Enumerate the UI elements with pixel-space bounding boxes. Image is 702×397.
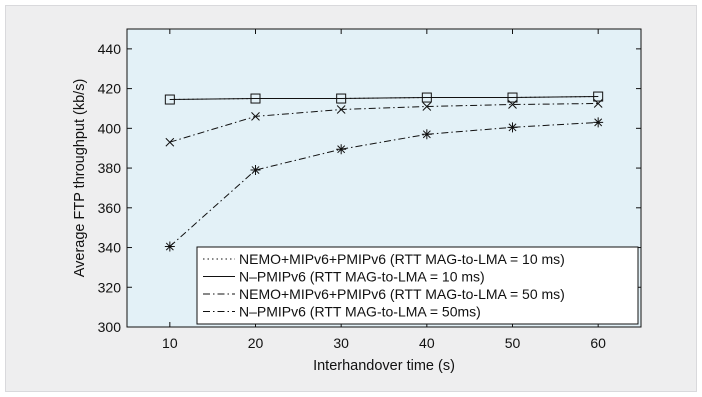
series-2-point-50 bbox=[507, 92, 518, 103]
y-tick-label-420: 420 bbox=[98, 81, 122, 97]
y-axis-title: Average FTP throughput (kb/s) bbox=[72, 79, 88, 278]
x-tick-label-40: 40 bbox=[419, 335, 435, 351]
series-4-point-10 bbox=[165, 137, 175, 147]
legend-label-3: NEMO+MIPv6+PMIPv6 (RTT MAG-to-LMA = 50 m… bbox=[239, 286, 565, 302]
legend-label-1: NEMO+MIPv6+PMIPv6 (RTT MAG-to-LMA = 10 m… bbox=[239, 251, 565, 267]
series-2-point-30 bbox=[336, 93, 347, 104]
plot-frame bbox=[126, 28, 642, 328]
y-tick-label-400: 400 bbox=[98, 120, 122, 136]
series-2-point-40 bbox=[421, 92, 432, 103]
series-3-point-30 bbox=[336, 144, 347, 155]
series-2-line bbox=[169, 96, 599, 100]
series-3-point-10 bbox=[164, 241, 175, 252]
series-4-point-30 bbox=[336, 105, 346, 114]
series-3 bbox=[164, 117, 604, 252]
series-3-point-20 bbox=[250, 165, 261, 176]
x-axis-title: Interhandover time (s) bbox=[313, 358, 455, 374]
legend: NEMO+MIPv6+PMIPv6 (RTT MAG-to-LMA = 10 m… bbox=[196, 246, 639, 325]
x-tick-label-60: 60 bbox=[590, 335, 606, 351]
x-tick-label-20: 20 bbox=[248, 335, 264, 351]
x-tick-label-50: 50 bbox=[505, 335, 521, 351]
series-layer bbox=[164, 91, 604, 252]
y-tick-label-440: 440 bbox=[98, 41, 122, 57]
legend-label-2: N–PMIPv6 (RTT MAG-to-LMA = 10 ms) bbox=[239, 269, 485, 285]
y-tick-label-360: 360 bbox=[98, 200, 122, 216]
y-tick-label-320: 320 bbox=[98, 279, 122, 295]
x-tick-label-10: 10 bbox=[162, 335, 178, 351]
y-tick-label-340: 340 bbox=[98, 240, 122, 256]
y-tick-label-300: 300 bbox=[98, 319, 122, 335]
series-2-point-20 bbox=[250, 93, 261, 104]
series-4-line bbox=[169, 103, 599, 143]
series-3-point-50 bbox=[507, 122, 518, 133]
series-2-point-60 bbox=[593, 91, 604, 102]
legend-box bbox=[196, 246, 639, 325]
y-tick-label-380: 380 bbox=[98, 160, 122, 176]
series-2-point-10 bbox=[164, 94, 175, 105]
series-4-point-20 bbox=[251, 112, 260, 121]
series-2 bbox=[164, 91, 604, 105]
legend-label-4: N–PMIPv6 (RTT MAG-to-LMA = 50ms) bbox=[239, 304, 481, 320]
series-4 bbox=[165, 99, 603, 147]
axis-layer: 10 20 30 40 50 60 300 320 340 360 380 400 420 440 bbox=[98, 28, 642, 351]
series-4-point-50 bbox=[508, 100, 517, 109]
series-3-point-40 bbox=[421, 129, 432, 140]
x-tick-label-30: 30 bbox=[333, 335, 349, 351]
series-3-point-60 bbox=[593, 117, 604, 128]
series-4-point-40 bbox=[422, 102, 432, 111]
series-4-point-60 bbox=[593, 99, 603, 108]
